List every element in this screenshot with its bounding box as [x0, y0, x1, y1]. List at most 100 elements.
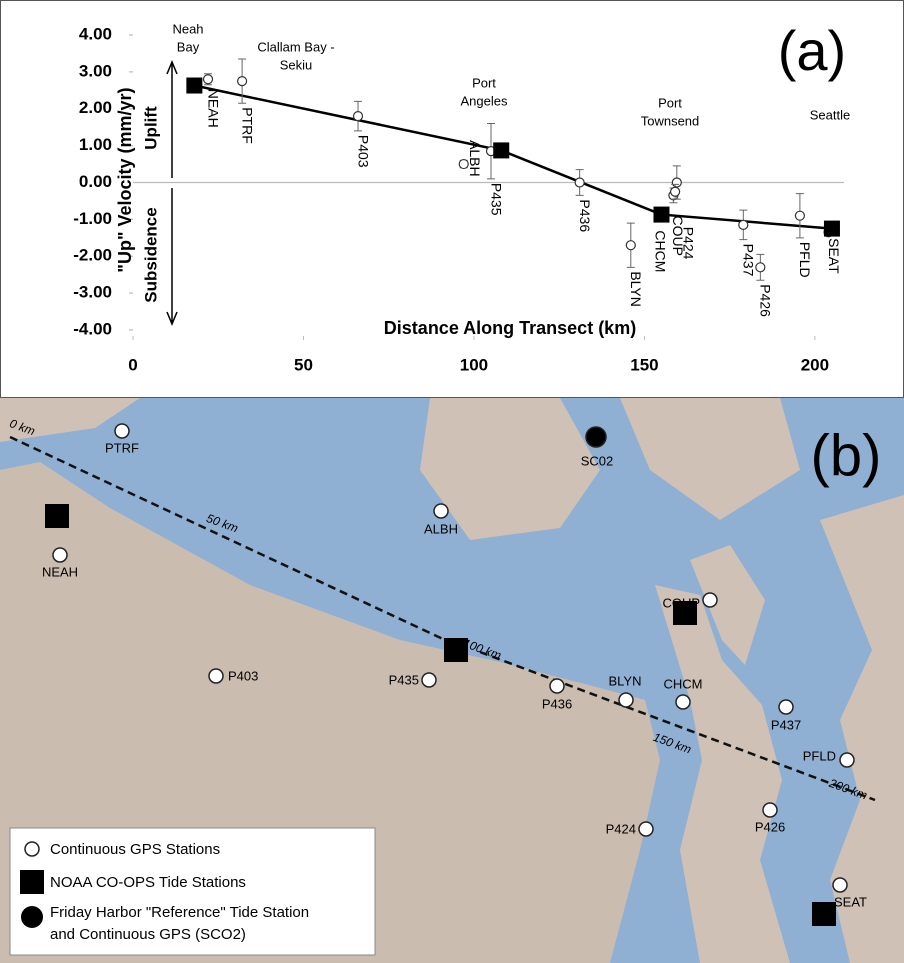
x-tick-label: 100: [460, 355, 488, 374]
x-tick-label: 200: [801, 355, 829, 374]
gps-station: [738, 219, 749, 231]
y-tick-label: -3.00: [73, 283, 112, 302]
transect-line: [9, 435, 876, 802]
legend-label: and Continuous GPS (SCO2): [50, 926, 246, 943]
gps-station: [625, 240, 636, 251]
legend-box: [9, 827, 376, 956]
station-label: P436: [542, 696, 572, 711]
gps-station-map: [832, 877, 848, 893]
panel-label: (a): [778, 19, 846, 82]
y-axis-title: "Up" Velocity (mm/yr): [115, 87, 135, 272]
point-label: PFLD: [797, 242, 813, 278]
uplift-arrow: [166, 60, 178, 178]
station-label: BLYN: [609, 673, 642, 688]
tide-station-map: [444, 638, 468, 662]
gps-station: [202, 74, 214, 85]
station-label: P437: [771, 717, 801, 732]
station-label: P424: [606, 821, 636, 836]
station-label: P426: [755, 819, 785, 834]
town-label: Clallam Bay -: [257, 39, 334, 54]
point-label: P426: [758, 284, 774, 317]
tide-station-map: [673, 601, 697, 625]
y-tick-label: 2.00: [79, 98, 112, 117]
x-tick-label: 150: [630, 355, 658, 374]
town-label: Neah: [172, 21, 203, 36]
town-label: Port: [658, 95, 682, 110]
tide-station: [493, 142, 510, 159]
land: [820, 495, 904, 963]
point-label: SEAT: [826, 238, 842, 274]
station-label: PFLD: [803, 748, 836, 763]
y-tick-label: 0.00: [79, 172, 112, 191]
tide-station-map: [45, 504, 69, 528]
legend-marker: [20, 870, 44, 894]
subsidence-label: Subsidence: [141, 207, 160, 302]
station-label: P403: [228, 668, 258, 683]
point-label: P437: [741, 244, 757, 277]
station-label: NEAH: [42, 564, 78, 579]
gps-station-map: [549, 678, 565, 694]
gps-station-map: [702, 592, 718, 608]
station-label: SC02: [581, 453, 614, 468]
point-label: P435: [488, 183, 504, 216]
map-panel: [0, 398, 904, 963]
point-label: BLYN: [628, 271, 644, 307]
y-tick-label: 4.00: [79, 24, 112, 43]
station-label: PTRF: [105, 440, 139, 455]
subsidence-arrow: [166, 188, 178, 326]
station-label: ALBH: [424, 521, 458, 536]
y-tick-label: -2.00: [73, 246, 112, 265]
gps-station: [574, 177, 585, 188]
gps-station-map: [433, 503, 449, 519]
gps-station-map: [762, 802, 778, 818]
legend-label: Friday Harbor "Reference" Tide Station: [50, 904, 309, 921]
gps-station: [755, 262, 766, 273]
y-tick-label: -1.00: [73, 209, 112, 228]
land: [0, 398, 140, 442]
uplift-label: Uplift: [141, 106, 160, 150]
gps-station: [794, 210, 806, 221]
panel-label: (b): [811, 423, 882, 488]
tide-station-map: [812, 902, 836, 926]
legend-marker: [21, 906, 43, 928]
y-tick-label: -4.00: [73, 319, 112, 338]
point-label: NEAH: [205, 89, 221, 128]
point-label: PTRF: [239, 107, 255, 144]
gps-station-map: [638, 821, 654, 837]
gps-station-map: [208, 668, 224, 684]
land: [655, 585, 790, 963]
station-label: P435: [389, 672, 419, 687]
town-label: Townsend: [641, 113, 700, 128]
legend-label: NOAA CO-OPS Tide Stations: [50, 874, 246, 891]
town-label: Sekiu: [280, 57, 313, 72]
town-label: Bay: [177, 39, 200, 54]
point-label: CHCM: [653, 230, 669, 272]
x-tick-label: 50: [294, 355, 313, 374]
x-axis-title: Distance Along Transect (km): [384, 318, 636, 338]
x-tick-label: 0: [128, 355, 137, 374]
town-label: Port: [472, 75, 496, 90]
gps-station: [670, 186, 681, 197]
reference-station: [585, 426, 607, 448]
legend-marker: [24, 841, 40, 857]
gps-station-map: [675, 694, 691, 710]
tide-station: [653, 206, 670, 223]
gps-station: [352, 111, 364, 122]
legend-label: Continuous GPS Stations: [50, 841, 220, 858]
gps-station-map: [618, 692, 634, 708]
gps-station-map: [114, 423, 130, 439]
tide-station: [823, 220, 840, 237]
tide-station: [186, 77, 203, 94]
town-label: Angeles: [461, 93, 508, 108]
gps-station: [671, 177, 682, 188]
point-label: P424: [680, 227, 696, 260]
point-label: ALBH: [467, 140, 483, 177]
town-label: Seattle: [810, 107, 850, 122]
panel-a-frame: [0, 0, 904, 398]
point-label: P403: [355, 135, 371, 168]
gps-station: [237, 75, 248, 87]
y-tick-label: 3.00: [79, 61, 112, 80]
station-label: CHCM: [664, 676, 703, 691]
gps-station: [458, 158, 469, 170]
